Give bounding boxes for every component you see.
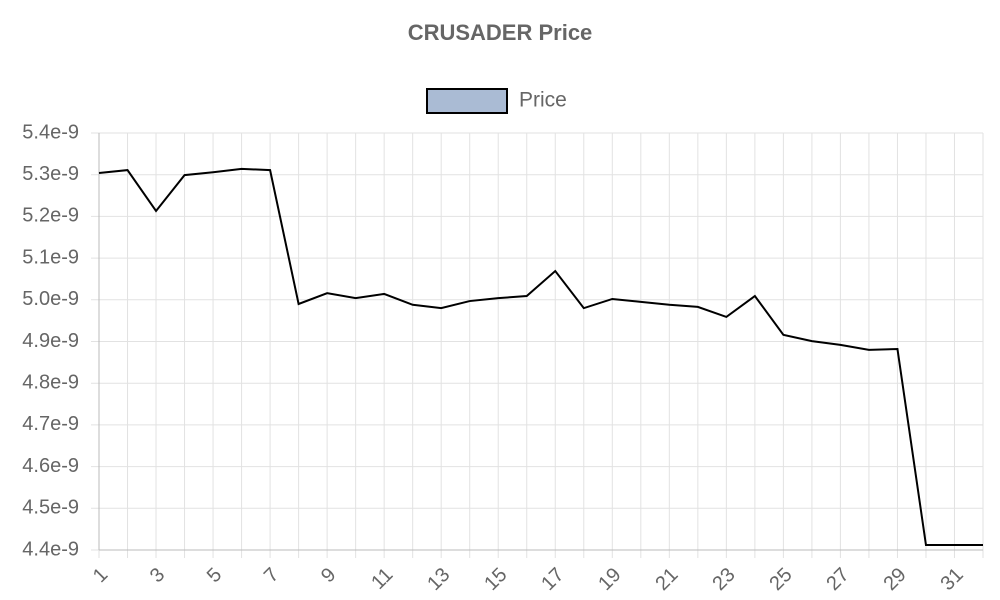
x-tick-label: 1 xyxy=(89,564,112,587)
x-tick-label: 31 xyxy=(936,564,967,595)
x-tick-label: 13 xyxy=(423,564,454,595)
x-tick-label: 7 xyxy=(260,564,283,587)
x-tick-label: 19 xyxy=(594,564,625,595)
y-tick-label: 5.4e-9 xyxy=(22,121,79,143)
x-tick-label: 21 xyxy=(651,564,682,595)
x-tick-label: 25 xyxy=(765,564,796,595)
legend-label: Price xyxy=(519,89,567,112)
y-tick-label: 5.1e-9 xyxy=(22,246,79,268)
price-line xyxy=(98,167,983,546)
y-tick-label: 5.0e-9 xyxy=(22,288,79,310)
x-tick-label: 11 xyxy=(367,564,397,594)
y-tick-label: 4.4e-9 xyxy=(22,538,79,560)
x-tick-label: 5 xyxy=(203,564,226,587)
y-tick-label: 4.6e-9 xyxy=(22,455,79,477)
y-tick-label: 5.2e-9 xyxy=(22,205,79,227)
legend-swatch xyxy=(426,88,508,114)
y-tick-label: 4.8e-9 xyxy=(22,371,79,393)
x-tick-label: 29 xyxy=(879,564,910,595)
y-tick-label: 4.7e-9 xyxy=(22,413,79,435)
x-tick-label: 9 xyxy=(317,564,340,587)
y-tick-label: 5.3e-9 xyxy=(22,163,79,185)
x-tick-label: 15 xyxy=(480,564,511,595)
x-tick-label: 17 xyxy=(537,564,568,595)
chart-title: CRUSADER Price xyxy=(408,20,593,45)
y-tick-label: 4.9e-9 xyxy=(22,330,79,352)
x-tick-label: 27 xyxy=(822,564,853,595)
x-tick-label: 3 xyxy=(146,564,169,587)
x-tick-label: 23 xyxy=(708,564,739,595)
y-tick-label: 4.5e-9 xyxy=(22,497,79,519)
